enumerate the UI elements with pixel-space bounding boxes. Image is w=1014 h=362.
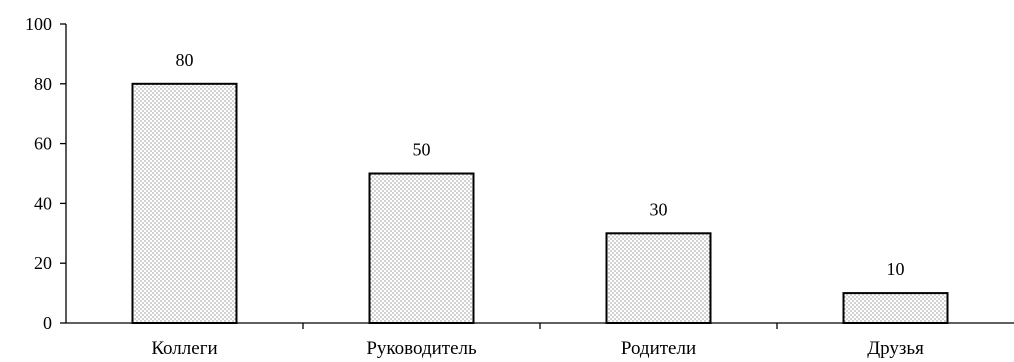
- data-label: 50: [413, 140, 431, 160]
- category-label: Руководитель: [366, 338, 477, 359]
- data-label: 10: [887, 259, 905, 279]
- bars-group: [131, 82, 949, 325]
- y-tick-label: 60: [34, 134, 52, 154]
- data-labels-group: 80 50 30 10: [176, 50, 905, 279]
- y-tick-label: 40: [34, 193, 52, 213]
- category-labels-group: Коллеги Руководитель Родители Друзья: [151, 338, 924, 359]
- category-label: Друзья: [867, 338, 924, 359]
- data-label: 30: [650, 199, 668, 219]
- bar-1: [131, 82, 238, 324]
- y-tick-label: 20: [34, 253, 52, 273]
- bar-2: [368, 172, 475, 324]
- bar-4: [842, 292, 949, 325]
- y-tick-label: 0: [43, 313, 52, 333]
- bar-3: [605, 232, 712, 324]
- y-tick-label: 100: [25, 14, 52, 34]
- category-label: Родители: [621, 338, 696, 359]
- category-label: Коллеги: [151, 338, 217, 359]
- y-axis: 0 20 40 60 80 100: [25, 14, 67, 333]
- y-tick-label: 80: [34, 74, 52, 94]
- data-label: 80: [176, 50, 194, 70]
